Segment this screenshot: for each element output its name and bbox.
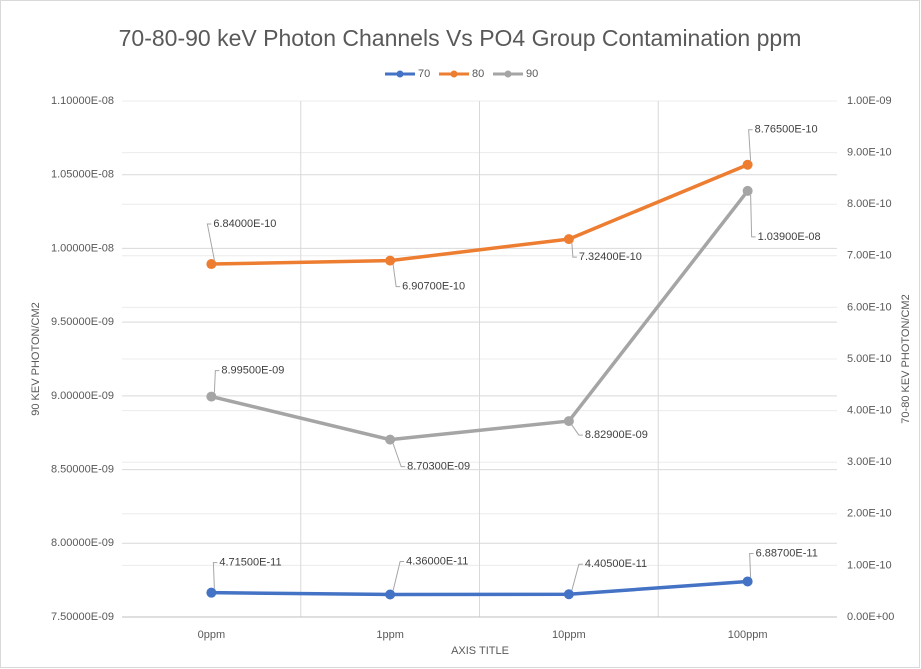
data-label: 8.76500E-10: [755, 124, 818, 136]
y-tick-label: 7.50000E-09: [51, 611, 114, 623]
leader-line: [206, 223, 215, 261]
x-tick-label: 0ppm: [198, 629, 226, 641]
y-tick-label: 1.00000E-08: [51, 242, 114, 254]
x-tick-label: 100ppm: [728, 629, 768, 641]
x-tick-label: 10ppm: [552, 629, 586, 641]
y2-tick-label: 8.00E-10: [847, 198, 892, 210]
leader-line: [392, 443, 406, 468]
series-marker: [563, 416, 574, 427]
data-label: 6.84000E-10: [213, 218, 276, 230]
data-label: 6.90700E-10: [402, 281, 465, 293]
x-tick-label: 1ppm: [376, 629, 404, 641]
legend-marker: [396, 70, 404, 78]
y2-tick-label: 0.00E+00: [847, 611, 894, 623]
leader-line: [749, 552, 754, 578]
y-tick-label: 1.10000E-08: [51, 95, 114, 107]
series-marker: [385, 255, 396, 266]
series-marker: [385, 434, 396, 445]
data-label: 4.71500E-11: [219, 557, 281, 569]
legend-marker: [450, 70, 458, 78]
data-label: 8.82900E-09: [585, 429, 648, 441]
series-marker: [563, 589, 574, 600]
series-line: [210, 189, 750, 442]
data-label: 7.32400E-10: [579, 251, 642, 263]
y-tick-label: 1.05000E-08: [51, 169, 114, 181]
y2-tick-label: 6.00E-10: [847, 301, 892, 313]
x-axis-title: AXIS TITLE: [451, 645, 509, 657]
series-marker: [385, 589, 396, 600]
leader-line: [571, 563, 583, 591]
data-label: 4.36000E-11: [406, 555, 468, 567]
y-tick-label: 8.50000E-09: [51, 463, 114, 475]
series-marker: [206, 259, 217, 270]
series-marker: [206, 587, 217, 598]
y2-tick-label: 4.00E-10: [847, 405, 892, 417]
y2-tick-label: 1.00E-10: [847, 559, 892, 571]
y-tick-label: 9.00000E-09: [51, 390, 114, 402]
leader-line: [213, 370, 220, 393]
y2-tick-label: 2.00E-10: [847, 508, 892, 520]
y2-tick-label: 7.00E-10: [847, 250, 892, 262]
series-line: [211, 163, 749, 266]
legend-label: 70: [418, 68, 430, 80]
series-marker: [206, 391, 217, 402]
y2-tick-label: 5.00E-10: [847, 353, 892, 365]
series-marker: [742, 185, 753, 196]
y-tick-label: 9.50000E-09: [51, 316, 114, 328]
leader-line: [392, 561, 405, 591]
data-label: 1.03900E-08: [758, 231, 821, 243]
leader-line: [392, 264, 401, 288]
data-label: 4.40500E-11: [585, 558, 647, 570]
legend-marker: [504, 70, 512, 78]
series-marker: [563, 234, 574, 245]
data-label: 8.99500E-09: [221, 365, 284, 377]
leader-line: [748, 129, 753, 161]
legend-label: 90: [526, 68, 538, 80]
y-tick-label: 8.00000E-09: [51, 537, 114, 549]
y2-tick-label: 3.00E-10: [847, 456, 892, 468]
leader-line: [571, 243, 577, 258]
leader-line: [750, 194, 756, 238]
series-marker: [742, 159, 753, 170]
y2-tick-label: 1.00E-09: [847, 95, 892, 107]
data-label: 6.88700E-11: [756, 547, 818, 559]
series-marker: [742, 576, 753, 587]
chart-title: 70-80-90 keV Photon Channels Vs PO4 Grou…: [119, 25, 802, 51]
y-axis-title: 90 KEV PHOTON/CM2: [30, 302, 42, 416]
y2-tick-label: 9.00E-10: [847, 147, 892, 159]
legend-label: 80: [472, 68, 484, 80]
leader-line: [212, 562, 218, 589]
series-line: [211, 579, 748, 597]
y2-axis-title: 70-80 KEV PHOTON/CM2: [900, 294, 912, 423]
leader-line: [571, 424, 583, 436]
data-label: 8.70300E-09: [407, 461, 470, 473]
